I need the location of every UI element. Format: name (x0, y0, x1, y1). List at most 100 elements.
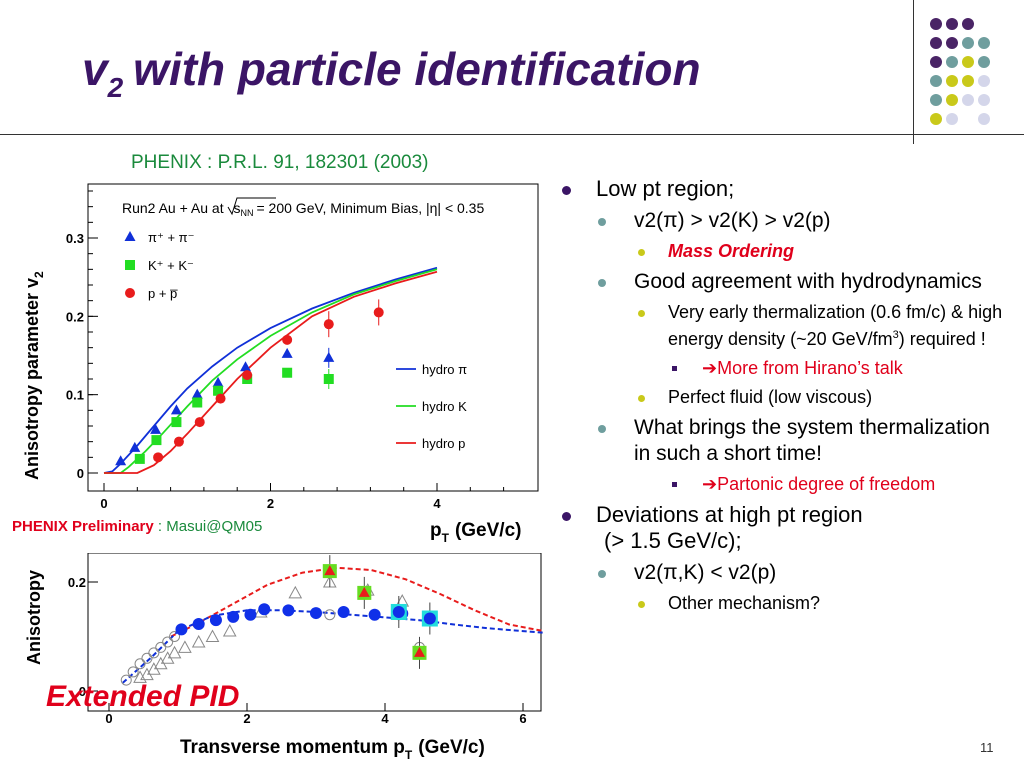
bullet-list: Low pt region; v2(π) > v2(K) > v2(p) Mas… (562, 176, 1012, 621)
legend-label: p + p̅ (148, 286, 178, 301)
proton-point (323, 319, 334, 330)
open-triangle-point (133, 670, 147, 683)
open-circle-point (120, 674, 132, 686)
legend-line-label: hydro K (422, 399, 467, 414)
legend-pion-marker (124, 231, 136, 241)
x-tick-label: 4 (381, 711, 389, 726)
decor-dot (930, 56, 942, 68)
bullet-mass-ordering: Mass Ordering (562, 240, 1012, 263)
decor-dot (978, 94, 990, 106)
pion-point (129, 441, 141, 452)
kaon-point (134, 453, 145, 464)
pion-point (115, 455, 127, 466)
decor-dot (978, 37, 990, 49)
blue-circle-point (310, 607, 322, 620)
blue-circle-point (227, 610, 240, 623)
legend-line-label: hydro π (422, 362, 467, 377)
y-axis-label: Anisotropy (24, 570, 44, 665)
legend-line-label: hydro p (422, 436, 465, 451)
decor-dot (962, 18, 974, 30)
open-triangle-point (222, 624, 237, 637)
open-circle-point (141, 652, 153, 664)
blue-circle-point (392, 605, 405, 618)
proton-point (153, 452, 164, 463)
open-triangle-point (288, 585, 303, 599)
sqrt-sign (227, 197, 276, 216)
bullet-marker (638, 249, 645, 256)
bullet-marker (672, 366, 677, 371)
bullet-deviations: Deviations at high pt region (> 1.5 GeV/c… (562, 502, 1012, 554)
kaon-point (213, 385, 224, 396)
kaon-point (171, 417, 182, 428)
open-triangle-point (191, 634, 206, 648)
bullet-hydro-agreement: Good agreement with hydrodynamics (562, 269, 1012, 295)
bullet-what-brings: What brings the system thermalization in… (562, 415, 1012, 467)
x-axis-label: Transverse momentum pT (GeV/c) (180, 737, 485, 762)
preliminary-credit: PHENIX Preliminary : Masui@QM05 (12, 518, 262, 535)
decorative-dot-grid (922, 12, 1022, 138)
decor-dot (978, 56, 990, 68)
decor-dot (930, 37, 942, 49)
legend-label: K⁺ + K⁻ (148, 258, 194, 273)
open-circle-point (127, 666, 139, 678)
decor-dot (978, 75, 990, 87)
title-divider (0, 134, 1024, 135)
pion-point (240, 361, 252, 372)
y-tick-label: 0.1 (66, 388, 84, 403)
decor-dot (930, 113, 942, 125)
blue-circle-point (192, 617, 205, 630)
open-triangle-point (205, 629, 220, 642)
y-axis-label: Anisotropy parameter v2 (22, 271, 46, 480)
corner-divider (913, 0, 914, 144)
proton-point (282, 334, 293, 345)
blue-circle-point (282, 604, 295, 617)
kaon-point (192, 397, 203, 408)
decor-dot (930, 18, 942, 30)
bullet-marker (598, 218, 606, 226)
x-axis-label: pT (GeV/c) (430, 520, 521, 545)
pion-point (191, 388, 203, 399)
kaon-point (151, 435, 162, 446)
blue-circle-point (175, 623, 188, 636)
bullet-marker (598, 425, 606, 433)
open-circle-point (148, 647, 160, 659)
bullet-marker (638, 395, 645, 402)
bullet-marker (562, 512, 571, 521)
decor-dot (962, 37, 974, 49)
decor-dot (930, 75, 942, 87)
open-triangle-point (178, 640, 192, 653)
v2-vs-pt-chart: 0 2 4 0 0.1 0.2 0.3 Run2 Au + Au at sNN = 200 G… (22, 183, 539, 545)
page-number: 11 (980, 740, 994, 755)
red-triangle-point (358, 586, 370, 597)
pion-point (281, 347, 293, 358)
bullet-marker (672, 482, 677, 487)
bullet-marker (638, 310, 645, 317)
bullet-marker (598, 279, 606, 287)
bullet-perfect-fluid: Perfect fluid (low viscous) (562, 386, 1012, 409)
pion-point (150, 423, 162, 434)
x-tick-label: 6 (519, 711, 526, 726)
open-circle-point (134, 658, 146, 670)
red-triangle-point (324, 565, 336, 576)
kaon-point (282, 367, 293, 378)
open-circle-point (162, 636, 174, 648)
x-tick-label: 4 (433, 496, 441, 511)
x-tick-label: 0 (105, 711, 112, 726)
hydro-curve-2 (104, 270, 438, 474)
bullet-low-pt: Low pt region; (562, 176, 1012, 202)
bullet-hirano-talk: ➔More from Hirano’s talk (562, 357, 1012, 380)
decor-dot (946, 18, 958, 30)
decor-dot (946, 75, 958, 87)
decor-dot (946, 94, 958, 106)
proton-point (173, 436, 184, 447)
pion-point (212, 376, 224, 387)
x-tick-label: 2 (243, 711, 250, 726)
bullet-marker (638, 601, 645, 608)
decor-dot (946, 56, 958, 68)
bullet-marker (598, 570, 606, 578)
blue-circle-point (244, 608, 257, 621)
open-circle-point (155, 641, 167, 653)
legend-label: π⁺ + π⁻ (148, 230, 194, 245)
open-circle-point (169, 631, 181, 642)
bullet-other-mechanism: Other mechanism? (562, 592, 1012, 615)
